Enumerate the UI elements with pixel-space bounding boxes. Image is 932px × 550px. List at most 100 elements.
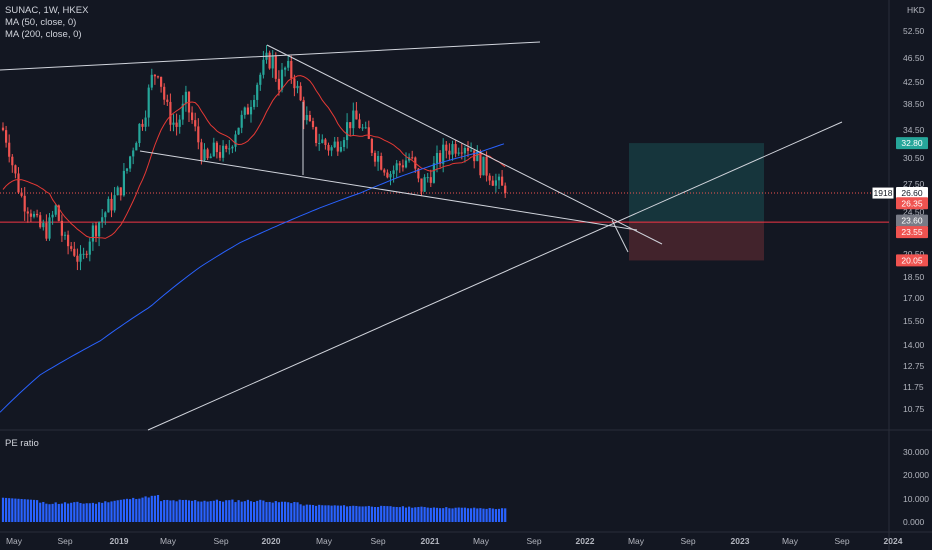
pe-bar	[26, 499, 29, 522]
pe-bar	[8, 498, 11, 522]
pe-bar	[280, 501, 284, 522]
candle-body	[401, 165, 404, 168]
pe-bar	[448, 508, 451, 522]
candle-body	[110, 198, 113, 211]
pe-bar	[277, 502, 280, 522]
pe-bar	[79, 503, 82, 522]
candle-body	[327, 144, 330, 151]
candle-body	[160, 76, 163, 87]
pe-bar	[336, 505, 339, 522]
ma50-line[interactable]	[2, 75, 506, 239]
pe-bar	[497, 508, 501, 522]
pe-bar	[380, 505, 383, 522]
candle-body	[231, 146, 234, 149]
pe-bar	[138, 498, 141, 522]
candle-body	[249, 106, 253, 115]
candle-body	[147, 87, 150, 118]
pe-bar	[110, 501, 113, 522]
ma200-legend[interactable]: MA (200, close, 0)	[5, 29, 82, 40]
candle-body	[318, 142, 321, 144]
pe-bar	[234, 502, 237, 522]
candle-body	[305, 115, 308, 121]
candle-body	[380, 155, 383, 170]
candle-body	[349, 122, 352, 129]
ma200-line[interactable]	[0, 143, 505, 413]
candle-body	[209, 156, 212, 159]
price-tag-label: 20.05	[901, 255, 923, 265]
pe-axis-tick: 10.000	[903, 494, 929, 504]
price-axis-tick: 17.00	[903, 293, 925, 303]
pe-bar	[73, 502, 76, 522]
candle-body	[355, 110, 358, 120]
candle-body	[479, 151, 482, 176]
candle-body	[262, 59, 265, 75]
symbol-legend[interactable]: SUNAC, 1W, HKEX	[5, 5, 89, 16]
candle-body	[277, 78, 280, 90]
candle-body	[222, 145, 225, 158]
pe-bar	[203, 500, 206, 522]
descending-support-trendline[interactable]	[139, 150, 638, 231]
stop-zone[interactable]	[629, 221, 764, 261]
pe-bar	[76, 501, 79, 522]
pe-bar	[135, 499, 138, 522]
candle-body	[476, 151, 479, 162]
time-axis-tick: 2020	[262, 536, 281, 546]
price-tag-label: 32.80	[901, 138, 923, 148]
price-tag	[896, 226, 928, 239]
candle-body	[113, 195, 116, 211]
pe-bar	[218, 501, 222, 522]
pe-bar	[324, 505, 327, 522]
pe-bar	[197, 501, 200, 522]
candle-body	[98, 222, 101, 237]
upper-trendline[interactable]	[0, 41, 541, 71]
time-axis-tick: May	[160, 536, 177, 546]
pe-bar	[432, 507, 435, 522]
pe-bar	[14, 498, 17, 522]
pe-bar	[262, 500, 265, 522]
price-axis-tick: 52.50	[903, 26, 925, 36]
candle-body	[361, 127, 364, 129]
pe-bar	[426, 507, 429, 522]
ma50-legend[interactable]: MA (50, close, 0)	[5, 17, 77, 28]
price-tag	[896, 254, 928, 267]
pe-bar	[463, 507, 466, 522]
price-axis-tick: 38.50	[903, 99, 925, 109]
candle-body	[284, 67, 287, 70]
candle-body	[234, 134, 237, 147]
pe-bar	[271, 502, 274, 522]
pe-bar	[383, 505, 386, 522]
pe-bar	[439, 508, 442, 522]
candle-body	[435, 153, 439, 164]
pe-legend[interactable]: PE ratio	[5, 438, 39, 449]
candle-body	[466, 147, 470, 151]
candle-body	[442, 144, 445, 164]
candle-body	[404, 160, 408, 168]
candle-body	[39, 215, 42, 228]
pe-axis-tick: 30.000	[903, 447, 929, 457]
target-zone[interactable]	[629, 143, 764, 222]
time-axis-tick: 2022	[576, 536, 595, 546]
trendline-stub[interactable]	[611, 219, 629, 253]
candle-body	[296, 85, 299, 89]
pe-bar	[63, 502, 67, 522]
candle-body	[29, 213, 32, 217]
pe-bar	[129, 499, 132, 522]
pe-bar	[119, 499, 122, 522]
pe-bar	[386, 506, 389, 522]
candle-body	[445, 144, 448, 151]
price-axis-tick: 18.50	[903, 272, 925, 282]
price-axis-tick: 11.75	[903, 382, 924, 392]
pe-bar	[494, 509, 497, 522]
pe-bar	[342, 505, 346, 522]
candle-body	[5, 130, 8, 143]
candle-body	[119, 187, 122, 196]
ascending-trendline[interactable]	[147, 121, 843, 431]
candle-body	[163, 86, 166, 100]
candle-body	[367, 127, 370, 139]
candle-body	[17, 173, 20, 193]
candle-body	[101, 217, 104, 223]
descending-resistance-trendline[interactable]	[266, 44, 663, 245]
pe-bar	[370, 506, 373, 522]
